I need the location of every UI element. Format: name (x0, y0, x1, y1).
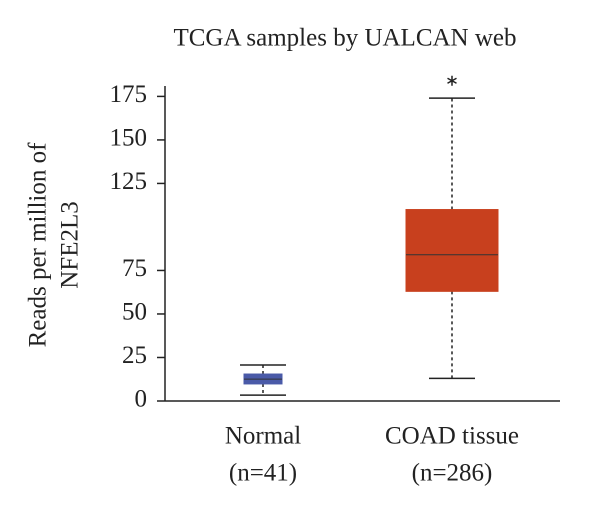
x-tick-label: COAD tissue (385, 423, 519, 450)
y-axis-label: Reads per million of (25, 142, 52, 347)
box (405, 209, 499, 292)
y-tick-label: 0 (135, 386, 148, 413)
y-tick-label: 150 (110, 125, 148, 152)
y-tick-label: 25 (122, 342, 147, 369)
outlier (447, 75, 457, 86)
y-axis-label: NFE2L3 (57, 201, 84, 289)
x-tick-label: Normal (225, 423, 301, 450)
y-tick-label: 175 (110, 81, 148, 108)
y-tick-label: 50 (122, 299, 147, 326)
x-tick-sublabel: (n=286) (412, 460, 493, 487)
chart-title: TCGA samples by UALCAN web (173, 25, 516, 52)
y-tick-label: 125 (110, 168, 148, 195)
x-tick-sublabel: (n=41) (229, 460, 297, 487)
y-tick-label: 75 (122, 255, 147, 282)
